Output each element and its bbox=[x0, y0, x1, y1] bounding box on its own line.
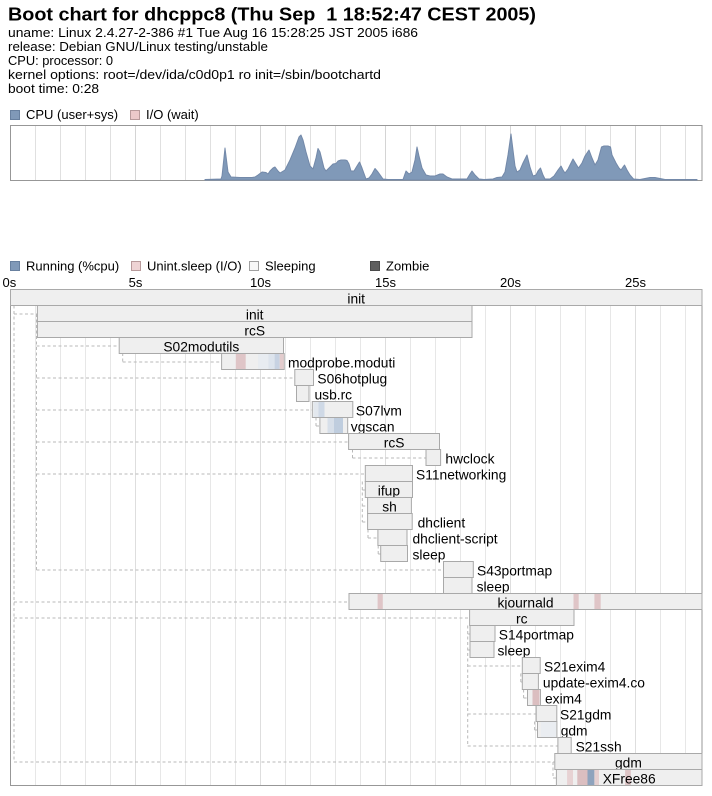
svg-text:CPU: processor: 0: CPU: processor: 0 bbox=[8, 53, 113, 68]
svg-text:XFree86: XFree86 bbox=[603, 772, 656, 787]
svg-text:usb.rc: usb.rc bbox=[315, 388, 353, 403]
svg-text:ifup: ifup bbox=[378, 484, 401, 499]
svg-text:sh: sh bbox=[382, 500, 397, 515]
svg-text:rcS: rcS bbox=[384, 436, 405, 451]
svg-text:sleep: sleep bbox=[498, 644, 531, 659]
svg-text:Zombie: Zombie bbox=[386, 259, 429, 274]
svg-text:boot time: 0:28: boot time: 0:28 bbox=[8, 81, 99, 96]
svg-text:CPU (user+sys): CPU (user+sys) bbox=[26, 107, 118, 122]
svg-text:sleep: sleep bbox=[413, 548, 446, 563]
svg-text:update-exim4.co: update-exim4.co bbox=[543, 676, 645, 691]
svg-text:uname: Linux 2.4.27-2-386 #1 T: uname: Linux 2.4.27-2-386 #1 Tue Aug 16 … bbox=[8, 25, 418, 40]
svg-text:S11networking: S11networking bbox=[416, 468, 506, 483]
svg-text:15s: 15s bbox=[375, 275, 396, 290]
svg-text:S02modutils: S02modutils bbox=[163, 340, 239, 355]
svg-text:Unint.sleep (I/O): Unint.sleep (I/O) bbox=[147, 259, 242, 274]
svg-text:S43portmap: S43portmap bbox=[477, 564, 552, 579]
svg-text:10s: 10s bbox=[250, 275, 271, 290]
svg-text:I/O (wait): I/O (wait) bbox=[146, 107, 199, 122]
svg-text:gdm: gdm bbox=[561, 724, 588, 739]
svg-text:5s: 5s bbox=[129, 275, 143, 290]
svg-text:S07lvm: S07lvm bbox=[356, 404, 402, 419]
svg-text:init: init bbox=[246, 308, 264, 323]
svg-text:S21ssh: S21ssh bbox=[576, 740, 622, 755]
svg-text:S21gdm: S21gdm bbox=[560, 708, 611, 723]
svg-text:vgscan: vgscan bbox=[351, 420, 395, 435]
svg-text:S14portmap: S14portmap bbox=[499, 628, 574, 643]
svg-text:rcS: rcS bbox=[244, 324, 265, 339]
svg-text:Sleeping: Sleeping bbox=[265, 259, 316, 274]
svg-text:S21exim4: S21exim4 bbox=[544, 660, 606, 675]
svg-text:kjournald: kjournald bbox=[498, 596, 554, 611]
svg-text:sleep: sleep bbox=[477, 580, 510, 595]
svg-text:20s: 20s bbox=[500, 275, 521, 290]
svg-text:hwclock: hwclock bbox=[445, 452, 494, 467]
svg-text:dhclient-script: dhclient-script bbox=[413, 532, 498, 547]
svg-text:0s: 0s bbox=[3, 275, 17, 290]
svg-text:rc: rc bbox=[516, 612, 528, 627]
svg-text:gdm: gdm bbox=[615, 756, 642, 771]
svg-text:modprobe.moduti: modprobe.moduti bbox=[288, 356, 395, 371]
svg-text:Running (%cpu): Running (%cpu) bbox=[26, 259, 119, 274]
svg-text:S06hotplug: S06hotplug bbox=[317, 372, 387, 387]
svg-text:exim4: exim4 bbox=[545, 692, 582, 707]
svg-text:init: init bbox=[347, 292, 365, 307]
svg-text:release: Debian GNU/Linux test: release: Debian GNU/Linux testing/unstab… bbox=[8, 39, 268, 54]
svg-text:dhclient: dhclient bbox=[418, 516, 466, 531]
svg-text:25s: 25s bbox=[625, 275, 646, 290]
svg-text:Boot chart for dhcppc8 (Thu Se: Boot chart for dhcppc8 (Thu Sep 1 18:52:… bbox=[8, 5, 536, 25]
svg-text:kernel options: root=/dev/ida/: kernel options: root=/dev/ida/c0d0p1 ro … bbox=[8, 67, 381, 82]
